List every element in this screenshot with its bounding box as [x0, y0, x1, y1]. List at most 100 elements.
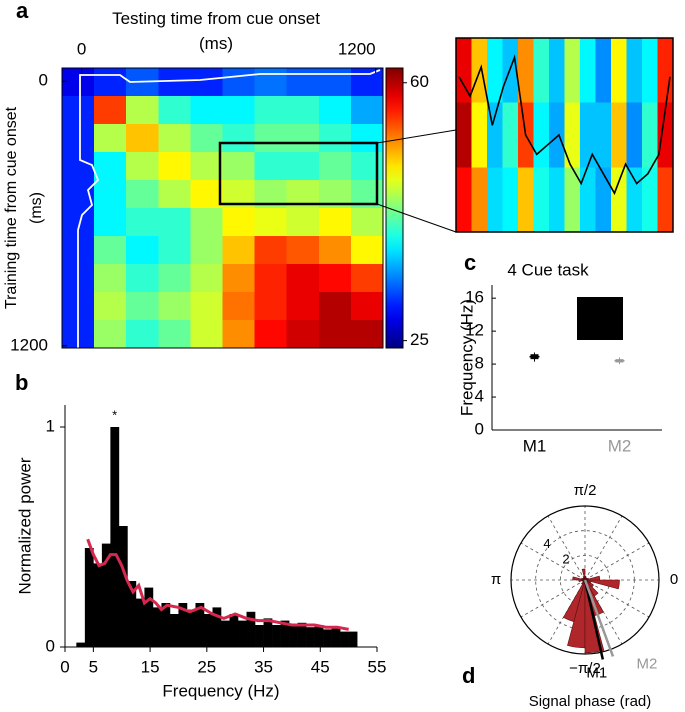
- bar: [93, 563, 103, 647]
- heat-cell: [471, 102, 488, 168]
- heat-cell: [318, 152, 352, 181]
- wedge: [584, 579, 594, 588]
- heat-cell: [286, 96, 320, 125]
- bar: [110, 427, 120, 647]
- heat-cell: [158, 152, 191, 181]
- heat-cell: [94, 96, 127, 125]
- outer-circle: [510, 505, 660, 655]
- heat-cell: [254, 320, 288, 349]
- bar: [152, 607, 162, 647]
- x-tick-label: 0: [60, 657, 69, 676]
- bar: [195, 603, 205, 647]
- heat-cell: [471, 167, 488, 233]
- heat-cell: [158, 236, 191, 265]
- heat-cell: [94, 208, 127, 237]
- heat-cell: [626, 38, 643, 104]
- bar: [221, 620, 230, 647]
- bar: [135, 598, 145, 647]
- x-tick-label: 25: [197, 657, 216, 676]
- heat-cell: [158, 208, 191, 237]
- bar: [144, 587, 154, 647]
- panel-label: c: [464, 250, 476, 275]
- heat-cell: [657, 167, 674, 233]
- bar: [255, 625, 264, 647]
- bar: [203, 614, 213, 647]
- wedge: [572, 576, 586, 581]
- connector: [376, 129, 457, 144]
- heat-cell: [642, 38, 659, 104]
- bar: [101, 543, 111, 647]
- y-tick-label: 12: [465, 321, 484, 340]
- heat-cell: [254, 152, 288, 181]
- heat-cell: [350, 264, 384, 293]
- heat-cell: [158, 320, 191, 349]
- wedge: [584, 579, 599, 597]
- radial-grid: [535, 530, 635, 630]
- heat-cell: [318, 96, 352, 125]
- heat-cell: [126, 208, 159, 237]
- bar: [76, 642, 86, 647]
- heat-cell: [286, 208, 320, 237]
- heat-cell: [158, 264, 191, 293]
- heat-cell: [611, 38, 628, 104]
- bar: [178, 603, 188, 647]
- colorbar: [385, 67, 404, 349]
- heat-cell: [549, 167, 566, 233]
- wedge: [584, 579, 620, 590]
- heat-cell: [190, 124, 224, 153]
- heat-cell: [62, 152, 95, 181]
- y-tick-label: 4: [475, 387, 484, 406]
- heat-cell: [254, 264, 288, 293]
- heat-cell: [126, 320, 159, 349]
- bar: [186, 609, 196, 647]
- heat-cell: [502, 167, 519, 233]
- heat-cell: [222, 264, 256, 293]
- heat-cell: [549, 102, 566, 168]
- heat-cell: [254, 124, 288, 153]
- zoom-box: [218, 141, 379, 206]
- chart-title: 4 Cue task: [507, 260, 589, 279]
- heat-cell: [222, 124, 256, 153]
- x-tick-label: 45: [311, 657, 330, 676]
- heat-cell: [595, 167, 612, 233]
- heat-cell: [487, 38, 504, 104]
- heat-cell: [222, 208, 256, 237]
- heat-cell: [190, 264, 224, 293]
- heat-cell: [94, 292, 127, 321]
- bar: [238, 620, 247, 647]
- x-axis-label: Signal phase (rad): [529, 693, 652, 710]
- heat-cell: [222, 152, 256, 181]
- trace: [458, 54, 671, 196]
- heat-cell: [580, 38, 597, 104]
- radial-tick-label: 2: [562, 552, 569, 567]
- heat-cell: [222, 236, 256, 265]
- heat-cell: [518, 167, 535, 233]
- heat-cell: [222, 320, 256, 349]
- connector: [376, 203, 457, 233]
- y-tick-label: 0: [475, 419, 484, 438]
- heat-cell: [126, 124, 159, 153]
- heat-cell: [190, 320, 224, 349]
- heat-cell: [350, 292, 384, 321]
- phase-line: [583, 579, 615, 657]
- heat-cell: [611, 102, 628, 168]
- heat-cell: [286, 320, 320, 349]
- heat-cell: [190, 292, 224, 321]
- heat-cell: [350, 236, 384, 265]
- heat-cell: [190, 152, 224, 181]
- x-tick-label: 55: [368, 657, 387, 676]
- heat-cell: [456, 102, 473, 168]
- theta-tick-label: 0: [670, 571, 678, 588]
- panel-label: a: [16, 0, 29, 23]
- heat-cell: [286, 152, 320, 181]
- heat-cell: [158, 96, 191, 125]
- x-tick-label: 0: [77, 39, 86, 58]
- bar: [263, 618, 273, 647]
- x-tick-label: M1: [523, 436, 547, 455]
- heat-cell: [62, 96, 95, 125]
- heat-cell: [190, 208, 224, 237]
- bar: [169, 614, 179, 647]
- heat-cell: [564, 167, 581, 233]
- heat-cell: [254, 68, 288, 97]
